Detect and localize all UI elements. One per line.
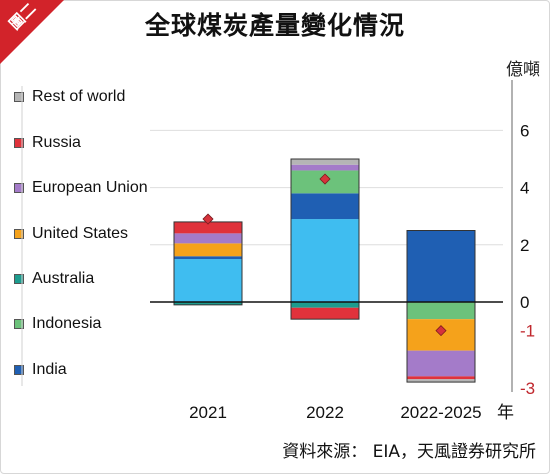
bar-segment-european-union — [174, 233, 242, 244]
bar-segment-russia — [407, 376, 475, 380]
legend-swatch — [14, 229, 24, 239]
bar-segment-russia — [174, 221, 242, 234]
legend-swatch — [14, 183, 24, 193]
legend-swatch — [14, 92, 24, 102]
legend-item-european-union: European Union — [14, 177, 148, 199]
bar-segment-rest-of-world — [291, 159, 359, 165]
bar-segment-european-union — [291, 164, 359, 171]
legend-swatch — [14, 365, 24, 375]
bar-segment-indonesia — [407, 302, 475, 320]
unit-label: 億噸 — [506, 60, 540, 80]
bar-segment-united-states — [174, 243, 242, 257]
bar-segment-rest-of-world — [407, 379, 475, 383]
legend-label: Rest of world — [32, 88, 126, 105]
legend-item-indonesia: Indonesia — [14, 313, 101, 335]
net-marker — [435, 325, 447, 337]
chart-title: 全球煤炭產量變化情況 — [144, 11, 405, 40]
legend-swatch — [14, 138, 24, 148]
legend-swatch — [14, 274, 24, 284]
bar-segment-india — [291, 193, 359, 220]
bar-segment-india — [174, 256, 242, 260]
figure-badge — [0, 0, 64, 64]
legend-label: United States — [32, 225, 129, 242]
y-tick-label: -1 — [520, 322, 535, 341]
bar-segment-russia — [291, 307, 359, 320]
net-marker — [202, 213, 214, 225]
bar-outline — [290, 158, 360, 320]
legend-label: Australia — [32, 270, 95, 287]
bar-segment-australia — [291, 302, 359, 308]
bar-segment-base — [174, 259, 242, 302]
bar-segment-india — [407, 230, 475, 302]
bar-segment-european-union — [407, 350, 475, 377]
legend-label: India — [32, 361, 67, 378]
y-tick-label: 2 — [520, 236, 529, 255]
legend-item-rest-of-world: Rest of world — [14, 86, 125, 108]
legend-item-united-states: United States — [14, 223, 128, 245]
x-tick-label: 2022 — [306, 403, 344, 422]
source-note: 資料來源： EIA，天風證券研究所 — [282, 442, 536, 462]
legend-label: Russia — [32, 134, 81, 151]
x-tick-label: 2022-2025 — [400, 403, 481, 422]
y-tick-label: -3 — [520, 379, 535, 398]
y-tick-label: 0 — [520, 293, 529, 312]
legend-swatch — [14, 319, 24, 329]
legend-label: Indonesia — [32, 315, 102, 332]
legend-item-india: India — [14, 359, 67, 381]
x-tick-label: 2021 — [189, 403, 227, 422]
legend-label: European Union — [32, 179, 148, 196]
bar-segment-australia — [174, 302, 242, 305]
x-axis-suffix: 年 — [497, 403, 514, 423]
net-marker — [319, 173, 331, 185]
bar-outline — [406, 230, 476, 383]
y-tick-label: 4 — [520, 179, 529, 198]
legend-item-australia: Australia — [14, 268, 94, 290]
bar-segment-base — [291, 219, 359, 302]
legend-item-russia: Russia — [14, 132, 81, 154]
y-tick-label: 6 — [520, 121, 529, 140]
